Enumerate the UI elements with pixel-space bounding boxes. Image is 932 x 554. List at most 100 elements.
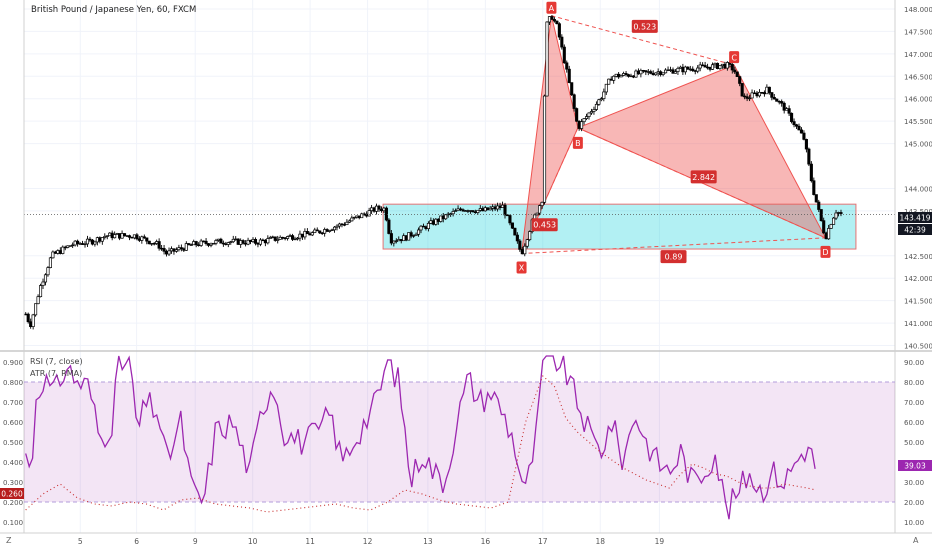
candle-body bbox=[239, 240, 243, 245]
rsi-value-tag: 39.03 bbox=[904, 462, 926, 471]
candle-body bbox=[152, 243, 156, 245]
point-c-label[interactable]: C bbox=[731, 53, 737, 62]
candle-body bbox=[471, 210, 475, 213]
candle-body bbox=[651, 73, 655, 76]
point-a-label-bg[interactable] bbox=[546, 1, 557, 14]
point-b-label-bg[interactable] bbox=[572, 136, 583, 149]
candle-body bbox=[641, 70, 645, 72]
ratio-ac-label[interactable]: 0.523 bbox=[633, 22, 656, 31]
candle-body bbox=[392, 240, 396, 244]
candle-body bbox=[135, 234, 139, 240]
candle-body bbox=[750, 92, 754, 99]
candle-body bbox=[557, 23, 561, 38]
point-a-label[interactable]: A bbox=[549, 4, 555, 13]
candle-body bbox=[226, 242, 230, 245]
candle-body bbox=[698, 64, 702, 69]
candle-body bbox=[706, 66, 710, 69]
atr-axis[interactable]: 0.900 0.800 0.700 0.600 0.500 0.400 0.300 0.200… bbox=[3, 359, 23, 527]
candle-body bbox=[290, 235, 295, 240]
candle-body bbox=[676, 67, 680, 72]
time-tick-label: 12 bbox=[363, 537, 373, 546]
price-axis[interactable]: 148.000 147.500 147.000 146.500 146.000 145.5… bbox=[904, 6, 932, 527]
candle-body bbox=[370, 207, 374, 211]
candle-body bbox=[184, 243, 188, 251]
candle-body bbox=[426, 222, 430, 229]
candle-body bbox=[48, 257, 52, 268]
candle-body bbox=[182, 248, 186, 251]
candle-body bbox=[765, 86, 769, 95]
pattern-xab-triangle[interactable] bbox=[521, 15, 579, 254]
candle-body bbox=[41, 281, 45, 286]
point-x-label-bg[interactable] bbox=[516, 261, 527, 274]
ratio-xb-label[interactable]: 0.453 bbox=[533, 221, 556, 230]
pattern-labels[interactable]: X A B C D 0.453 0.523 2.842 0.89 bbox=[516, 1, 831, 274]
candle-body bbox=[575, 108, 579, 122]
candle-body bbox=[377, 205, 381, 210]
candle-body bbox=[105, 235, 109, 237]
candle-body bbox=[98, 237, 102, 242]
point-c-label-bg[interactable] bbox=[729, 51, 740, 64]
candle-body bbox=[562, 46, 566, 64]
candle-body bbox=[231, 238, 235, 243]
candle-body bbox=[624, 73, 628, 75]
auto-scale-button[interactable]: A bbox=[913, 536, 919, 545]
point-x-label[interactable]: X bbox=[519, 264, 525, 273]
rsi-legend-label[interactable]: RSI (7, close) bbox=[30, 357, 83, 366]
candle-body bbox=[397, 239, 401, 242]
harmonic-pattern[interactable] bbox=[521, 15, 827, 255]
candle-body bbox=[305, 231, 309, 235]
candle-body bbox=[715, 62, 720, 70]
candle-body bbox=[829, 224, 833, 229]
left-scale-button[interactable]: Z bbox=[6, 536, 12, 545]
candle-body bbox=[174, 249, 178, 252]
support-zone-rect[interactable] bbox=[382, 203, 857, 250]
pattern-ac-line[interactable] bbox=[551, 15, 735, 66]
point-b-label[interactable]: B bbox=[575, 139, 581, 148]
time-tick-label: 5 bbox=[78, 537, 83, 546]
candle-body bbox=[594, 103, 598, 110]
candle-body bbox=[281, 236, 285, 239]
candle-body bbox=[824, 232, 828, 240]
candle-body bbox=[71, 244, 75, 247]
candle-body bbox=[68, 245, 72, 247]
candle-body bbox=[560, 36, 564, 48]
point-d-label-bg[interactable] bbox=[820, 245, 831, 258]
point-d-label[interactable]: D bbox=[822, 248, 828, 257]
candle-body bbox=[63, 246, 67, 249]
candle-body bbox=[298, 233, 302, 239]
ratio-xd-label-bg[interactable] bbox=[660, 250, 687, 264]
candle-body bbox=[409, 232, 413, 237]
range-box[interactable] bbox=[382, 203, 857, 250]
ratio-bd-label-bg[interactable] bbox=[690, 170, 717, 184]
candle-body bbox=[496, 205, 500, 210]
candle-body bbox=[799, 129, 804, 134]
candle-body bbox=[619, 75, 623, 78]
candle-body bbox=[219, 238, 223, 244]
ratio-xd-label[interactable]: 0.89 bbox=[665, 253, 683, 262]
candle-body bbox=[221, 242, 225, 245]
countdown-tag: 42:39 bbox=[904, 226, 926, 235]
ratio-xb-label-bg[interactable] bbox=[531, 218, 558, 232]
ratio-ac-label-bg[interactable] bbox=[631, 19, 658, 33]
candle-body bbox=[762, 92, 766, 95]
candle-body bbox=[752, 92, 757, 95]
time-axis[interactable]: 5 6 9 10 11 12 13 16 17 18 19 bbox=[78, 537, 665, 546]
candle-body bbox=[458, 208, 463, 211]
candle-body bbox=[545, 21, 549, 97]
candle-body bbox=[661, 72, 665, 75]
candle-body bbox=[253, 238, 258, 244]
candle-body bbox=[639, 70, 643, 75]
candle-body bbox=[132, 234, 136, 239]
candle-body bbox=[454, 210, 458, 212]
candle-body bbox=[147, 240, 151, 245]
candle-body bbox=[416, 229, 421, 235]
candle-body bbox=[382, 207, 386, 212]
grid-lines bbox=[24, 0, 895, 533]
rsi-tick-label: 10.00 bbox=[904, 519, 924, 527]
candle-body bbox=[792, 121, 796, 126]
ratio-bd-label[interactable]: 2.842 bbox=[692, 173, 715, 182]
pattern-xd-line[interactable] bbox=[521, 237, 826, 255]
atr-legend-label[interactable]: ATR (7, RMA) bbox=[30, 369, 82, 378]
